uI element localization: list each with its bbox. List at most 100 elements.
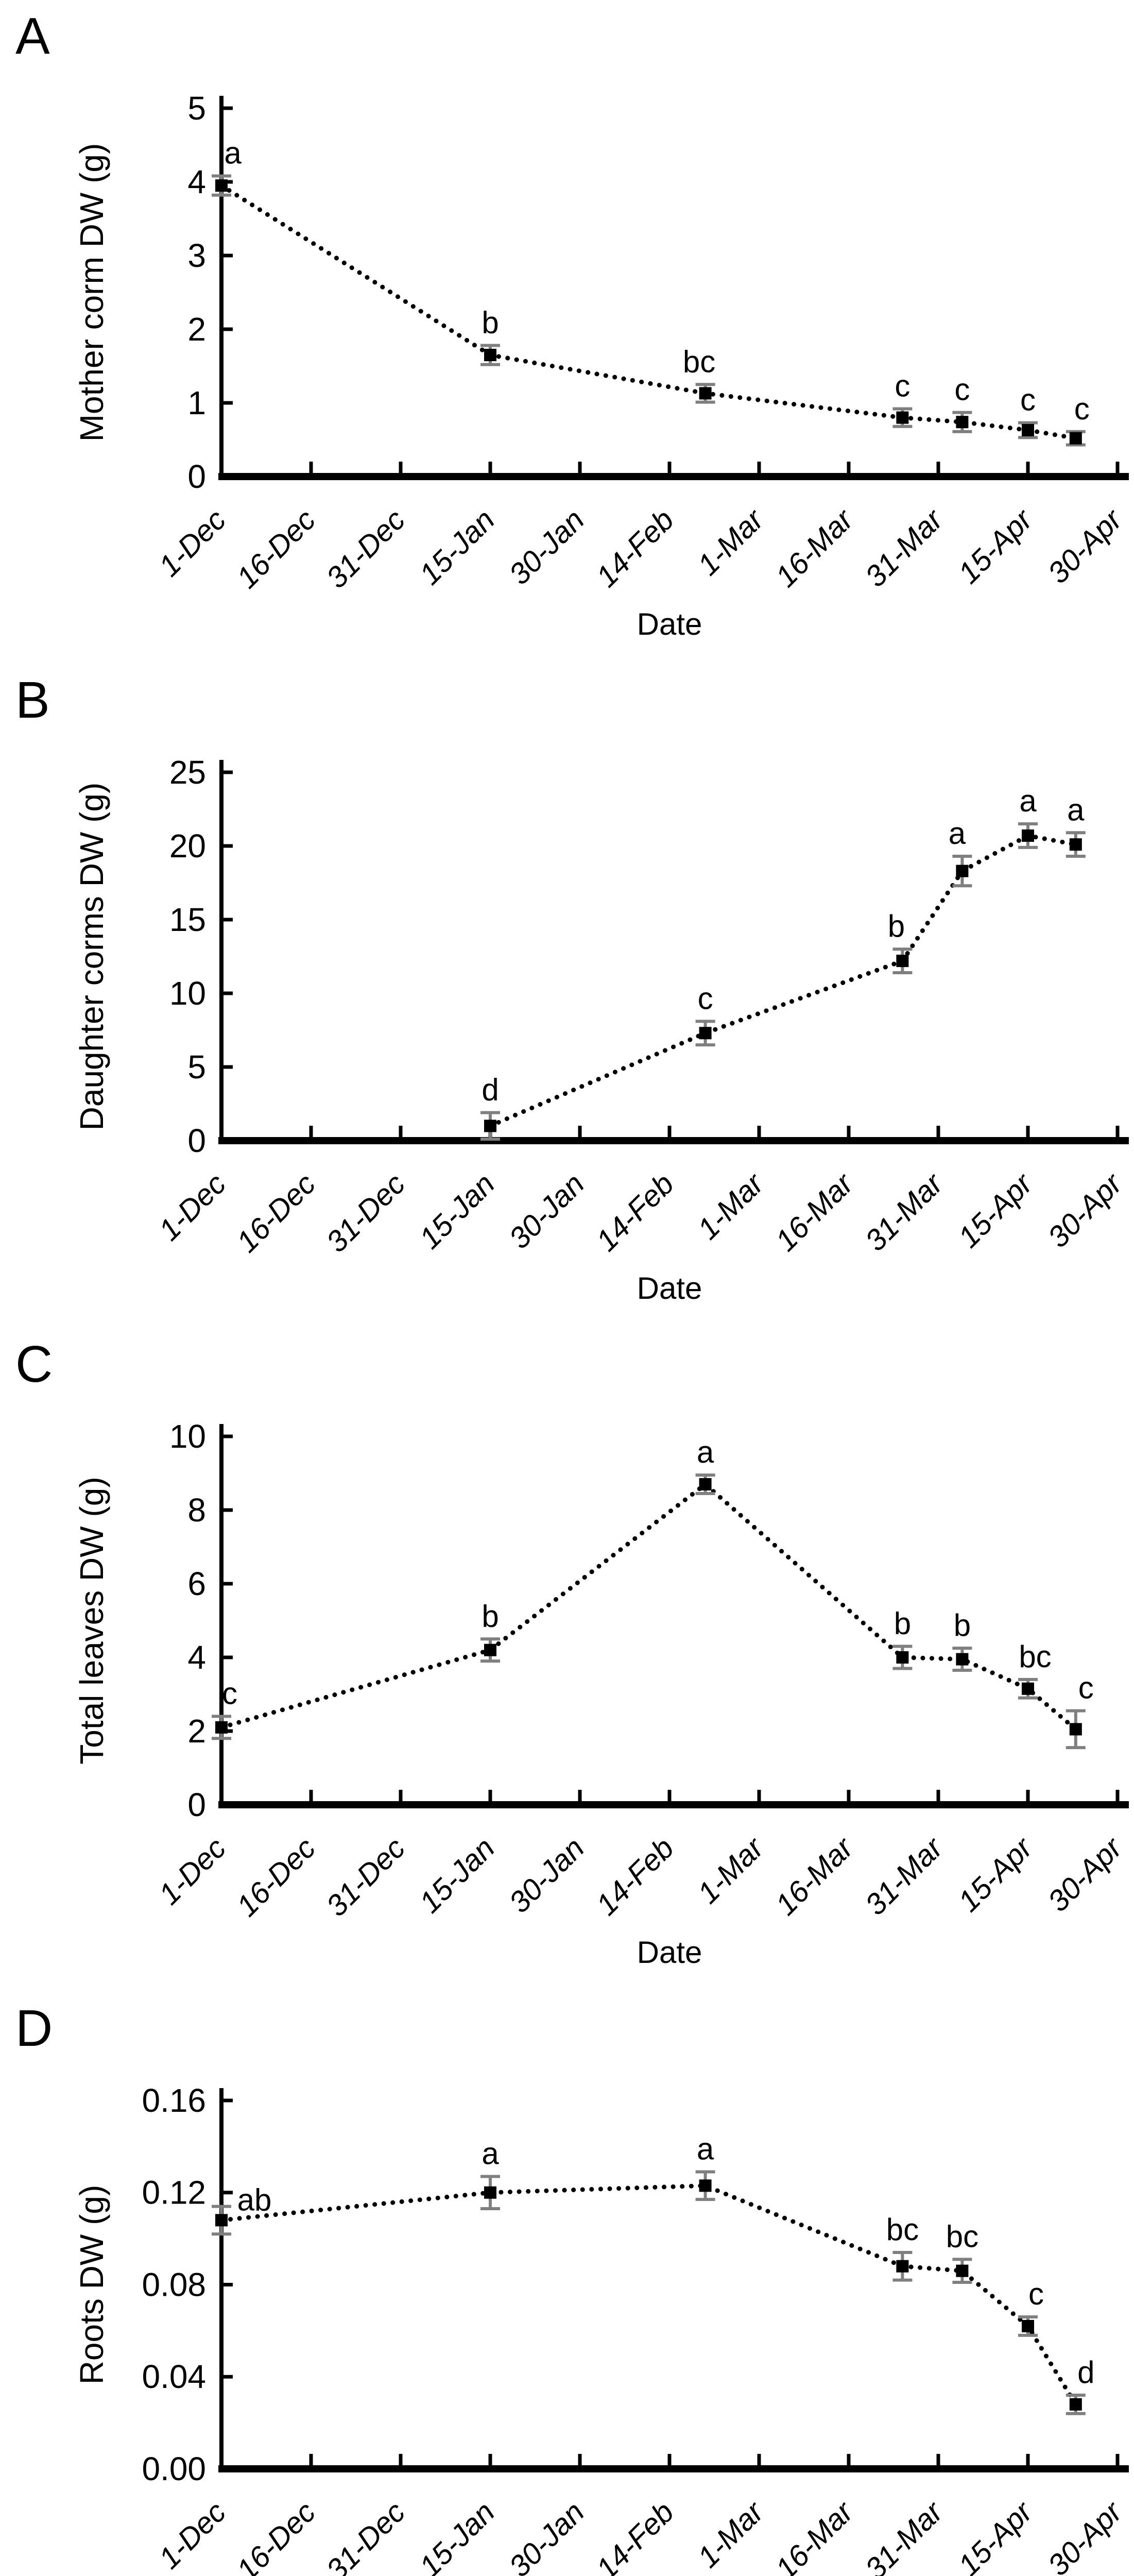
x-tick-label: 30-Jan: [503, 503, 591, 591]
data-point-marker: [896, 411, 909, 424]
y-tick-label: 1: [187, 384, 206, 421]
x-axis-title: Date: [637, 1271, 702, 1306]
dotted-series-line: [219, 2183, 1078, 2407]
panel-A-label: A: [15, 7, 50, 65]
y-axis-title: Daughter corms DW (g): [73, 783, 110, 1131]
x-tick-label: 14-Feb: [590, 2495, 680, 2576]
y-tick-label: 10: [169, 1418, 206, 1455]
y-tick-label: 0: [187, 458, 206, 495]
y-tick-label: 5: [187, 90, 206, 127]
x-tick-label: 16-Mar: [769, 2494, 861, 2576]
x-tick-label: 16-Mar: [769, 502, 861, 594]
data-point: b: [892, 1606, 913, 1670]
panel-C: C 0 2 4 6 8 10 1-Dec 16-Dec 31-Dec 15-Jan 30-Jan 14…: [0, 1328, 1134, 1992]
panel-D-label: D: [15, 1999, 53, 2057]
panel-B-label: B: [15, 671, 50, 729]
data-point-marker: [699, 1027, 712, 1040]
x-tick-label: 31-Mar: [858, 502, 950, 594]
x-tick-label: 1-Mar: [691, 1830, 771, 1910]
x-tick-label: 15-Jan: [413, 1167, 501, 1255]
data-point: b: [888, 909, 913, 974]
data-point-marker: [896, 2260, 909, 2273]
data-point: b: [480, 305, 500, 366]
x-tick-label: 15-Apr: [952, 502, 1040, 590]
x-tick-label: 1-Dec: [152, 1831, 232, 1911]
significance-letter: a: [1067, 792, 1085, 827]
dotted-series-line: [219, 183, 1078, 441]
significance-letter: c: [1028, 2277, 1044, 2311]
data-point-marker: [956, 416, 969, 429]
data-point-marker: [1022, 423, 1034, 436]
data-point: c: [1018, 383, 1038, 439]
data-point-marker: [699, 2179, 712, 2192]
panel-A: A 0 1 2 3 4 5 1-Dec 16-Dec 31-Dec 15-Jan 30-Jan 14-…: [0, 0, 1134, 664]
x-tick-label: 1-Dec: [152, 503, 232, 583]
x-tick-label: 30-Apr: [1041, 2494, 1129, 2576]
x-tick-label: 31-Dec: [320, 503, 411, 595]
y-axis-title: Mother corm DW (g): [73, 143, 110, 442]
data-point: b: [480, 1599, 500, 1663]
y-tick-label: 0.16: [142, 2082, 206, 2119]
data-point: c: [1018, 2277, 1044, 2337]
significance-letter: a: [949, 816, 966, 851]
data-point-marker: [956, 1653, 969, 1666]
data-point: c: [952, 372, 972, 433]
significance-letter: c: [1074, 392, 1090, 426]
y-tick-label: 0.12: [142, 2174, 206, 2211]
y-tick-label: 0: [187, 1786, 206, 1823]
y-tick-label: 4: [187, 163, 206, 200]
x-tick-label: 31-Dec: [320, 1831, 411, 1923]
significance-letter: d: [1077, 2355, 1094, 2389]
x-tick-label: 30-Jan: [503, 1831, 591, 1919]
y-tick-label: 15: [169, 901, 206, 938]
significance-letter: a: [224, 136, 242, 171]
data-point: c: [1066, 392, 1090, 447]
x-tick-label: 15-Jan: [413, 2495, 501, 2576]
data-point: a: [695, 1435, 715, 1495]
y-tick-label: 8: [187, 1492, 206, 1529]
data-point-marker: [699, 1478, 712, 1490]
data-point-marker: [1022, 1682, 1034, 1695]
x-tick-label: 31-Mar: [858, 2494, 950, 2576]
x-axis-title: Date: [637, 607, 702, 641]
data-point-marker: [1022, 829, 1034, 842]
significance-letter: bc: [946, 2219, 978, 2253]
significance-letter: b: [894, 1606, 911, 1641]
panel-B: B 0 5 10 15 20 25 1-Dec 16-Dec 31-Dec 15-Jan 30-Ja…: [0, 664, 1134, 1328]
significance-letter: c: [954, 372, 970, 407]
y-axis-title: Roots DW (g): [73, 2185, 110, 2385]
y-tick-label: 4: [187, 1639, 206, 1676]
data-point: ab: [212, 2183, 271, 2236]
x-tick-label: 16-Dec: [230, 1167, 322, 1259]
data-point: c: [212, 1676, 237, 1740]
data-point-marker: [215, 1721, 228, 1734]
dotted-series-line: [488, 833, 1078, 1128]
significance-letter: a: [1019, 784, 1037, 818]
x-tick-label: 1-Dec: [152, 1167, 232, 1247]
data-point: a: [1018, 784, 1038, 849]
data-point: bc: [1018, 1639, 1052, 1700]
y-tick-label: 20: [169, 827, 206, 865]
y-tick-label: 0.00: [142, 2450, 206, 2487]
data-point: a: [212, 136, 242, 197]
x-tick-label: 30-Apr: [1041, 1830, 1129, 1918]
significance-letter: a: [697, 1435, 714, 1469]
dotted-series-line: [219, 1481, 1078, 1732]
data-point-marker: [956, 2264, 969, 2277]
x-tick-label: 31-Dec: [320, 1167, 411, 1259]
x-tick-label: 15-Jan: [413, 503, 501, 591]
x-tick-label: 14-Feb: [590, 1167, 680, 1258]
x-tick-label: 15-Apr: [952, 2494, 1040, 2576]
significance-letter: a: [697, 2132, 714, 2166]
x-tick-label: 14-Feb: [590, 1831, 680, 1922]
data-point-marker: [484, 1643, 496, 1656]
data-point-marker: [1069, 2398, 1082, 2411]
data-point: bc: [946, 2219, 978, 2284]
x-tick-label: 15-Apr: [952, 1830, 1040, 1918]
x-axis-title: Date: [637, 1935, 702, 1970]
